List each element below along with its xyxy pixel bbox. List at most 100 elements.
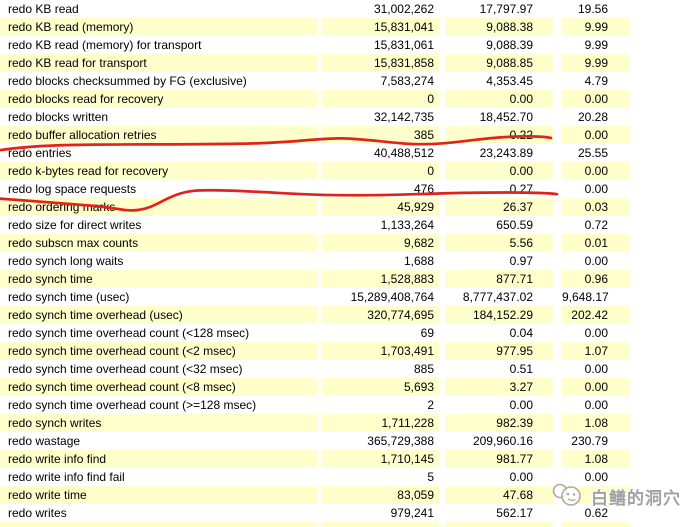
total-cell: 885: [413, 362, 434, 376]
per-trans-cell: 0.62: [584, 506, 608, 520]
table-row: redo write time 83,059 47.68: [0, 486, 630, 504]
total-cell: 15,289,408,764: [350, 290, 434, 304]
total-cell: 45,929: [322, 198, 439, 216]
table-row: redo synch time overhead (usec) 320,774,…: [0, 306, 630, 324]
stat-name-cell: redo synch long waits: [8, 254, 124, 268]
per-second-cell: 0.22: [445, 126, 553, 144]
total-cell: 0: [322, 90, 439, 108]
per-second-cell: 9,088.38: [445, 18, 553, 36]
stat-name-cell: redo KB read: [8, 2, 79, 16]
per-second-cell: 0.00: [445, 162, 553, 180]
per-trans-cell: 0.00: [562, 378, 630, 396]
per-second-cell: 3.27: [445, 378, 553, 396]
per-trans-cell: 0.00: [584, 326, 608, 340]
per-trans-cell: 25.55: [577, 146, 608, 160]
per-second-cell: 9,088.39: [486, 38, 533, 52]
total-cell: 1,703,491: [322, 342, 439, 360]
total-cell: 476: [413, 182, 434, 196]
per-trans-cell: 0.01: [562, 234, 630, 252]
stat-name-cell: redo KB read for transport: [0, 54, 317, 72]
stat-name-cell: redo synch time: [0, 270, 317, 288]
total-cell: 7,583,274: [380, 74, 434, 88]
table-row: redo subscn max counts 9,682 5.56 0.01: [0, 234, 630, 252]
per-second-cell: 0.27: [509, 182, 533, 196]
table-row: redo synch time overhead count (<128 mse…: [0, 324, 630, 342]
stat-name-cell: redo synch time overhead count (<2 msec): [0, 342, 317, 360]
per-trans-cell: 0.00: [562, 162, 630, 180]
per-trans-cell: 0.00: [584, 362, 608, 376]
table-row: redo synch writes 1,711,228 982.39 1.08: [0, 414, 630, 432]
watermark-text: 白鳝的洞穴: [591, 488, 681, 508]
per-trans-cell: 0.96: [562, 270, 630, 288]
stat-name-cell: redo synch time overhead count (>=128 ms…: [8, 398, 257, 412]
per-second-cell: 982.39: [445, 414, 553, 432]
per-trans-cell: 0.72: [584, 218, 608, 232]
stat-name-cell: redo write info find fail: [8, 470, 125, 484]
per-trans-cell: 9.99: [562, 54, 630, 72]
watermark-logo-icon: [552, 483, 581, 506]
table-row: redo blocks checksummed by FG (exclusive…: [0, 72, 630, 90]
stat-name-cell: redo KB read (memory): [0, 18, 317, 36]
per-second-cell: 18,452.70: [479, 110, 533, 124]
per-second-cell: 0.00: [509, 470, 533, 484]
stat-name-cell: redo synch writes: [0, 414, 317, 432]
table-row-clipped: [0, 522, 630, 527]
total-cell: 1,528,883: [322, 270, 439, 288]
total-cell: 320,774,695: [322, 306, 439, 324]
per-second-cell: 0.00: [509, 398, 533, 412]
per-second-cell: 26.37: [445, 198, 553, 216]
per-trans-cell: 4.79: [584, 74, 608, 88]
per-second-cell: 981.77: [445, 450, 553, 468]
table-row: redo writes 979,241 562.17 0.62: [0, 504, 630, 522]
table-row: redo synch time 1,528,883 877.71 0.96: [0, 270, 630, 288]
table-row: redo k-bytes read for recovery 0 0.00 0.…: [0, 162, 630, 180]
stat-name-cell: redo blocks written: [8, 110, 109, 124]
table-row: redo KB read (memory) for transport 15,8…: [0, 36, 630, 54]
total-cell: 15,831,858: [322, 54, 439, 72]
per-second-cell: 0.04: [509, 326, 533, 340]
per-trans-cell: 9.99: [562, 18, 630, 36]
per-second-cell: 0.00: [445, 90, 553, 108]
per-trans-cell: 0.00: [584, 470, 608, 484]
per-second-cell: 650.59: [496, 218, 533, 232]
total-cell: 15,831,061: [373, 38, 434, 52]
table-row: redo size for direct writes 1,133,264 65…: [0, 216, 630, 234]
stat-name-cell: redo synch time (usec): [8, 290, 130, 304]
per-trans-cell: 0.00: [584, 254, 608, 268]
stat-name-cell: redo entries: [8, 146, 72, 160]
total-cell: [322, 522, 439, 527]
stat-name-cell: redo write info find: [0, 450, 317, 468]
table-row: redo blocks written 32,142,735 18,452.70…: [0, 108, 630, 126]
table-row: redo entries 40,488,512 23,243.89 25.55: [0, 144, 630, 162]
total-cell: 979,241: [390, 506, 434, 520]
table-row: redo synch time (usec) 15,289,408,764 8,…: [0, 288, 630, 306]
stat-name-cell: redo wastage: [8, 434, 81, 448]
per-second-cell: 8,777,437.02: [462, 290, 533, 304]
table-row: redo synch long waits 1,688 0.97 0.00: [0, 252, 630, 270]
watermark: 白鳝的洞穴: [549, 482, 681, 510]
total-cell: 69: [420, 326, 434, 340]
per-second-cell: 562.17: [496, 506, 533, 520]
table-row: redo KB read 31,002,262 17,797.97 19.56: [0, 0, 630, 18]
table-row: redo write info find fail 5 0.00 0.00: [0, 468, 630, 486]
table-row: redo ordering marks 45,929 26.37 0.03: [0, 198, 630, 216]
per-second-cell: 0.51: [509, 362, 533, 376]
stats-table: redo KB read 31,002,262 17,797.97 19.56 …: [0, 0, 630, 522]
per-trans-cell: 0.00: [584, 182, 608, 196]
per-second-cell: 184,152.29: [445, 306, 553, 324]
stat-name-cell: redo synch time overhead count (<8 msec): [0, 378, 317, 396]
stat-name-cell: redo KB read (memory) for transport: [8, 38, 202, 52]
stat-name-cell: redo synch time overhead count (<128 mse…: [8, 326, 250, 340]
per-trans-cell: 9,648.17: [562, 290, 609, 304]
total-cell: 5,693: [322, 378, 439, 396]
stat-name-cell: redo blocks checksummed by FG (exclusive…: [8, 74, 247, 88]
table-row: redo synch time overhead count (<32 msec…: [0, 360, 630, 378]
stat-name-cell: redo writes: [8, 506, 67, 520]
total-cell: 9,682: [322, 234, 439, 252]
total-cell: 0: [322, 162, 439, 180]
per-trans-cell: 1.07: [562, 342, 630, 360]
stat-name-cell: redo synch time overhead count (<32 msec…: [8, 362, 243, 376]
total-cell: 1,711,228: [322, 414, 439, 432]
table-row: redo KB read (memory) 15,831,041 9,088.3…: [0, 18, 630, 36]
